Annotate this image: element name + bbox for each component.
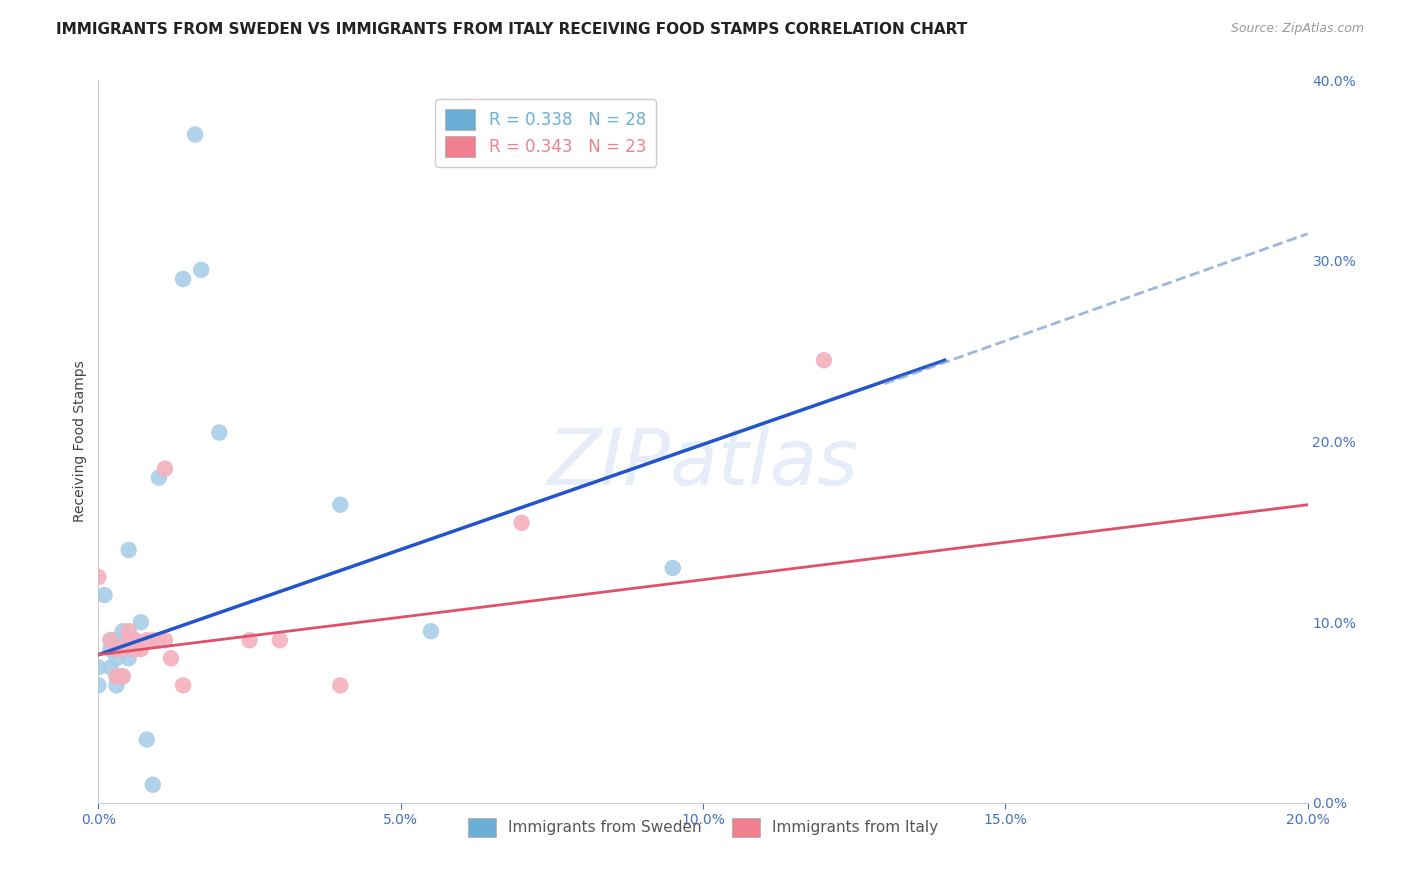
Point	[111, 669, 134, 683]
Point	[510, 516, 533, 530]
Point	[329, 498, 352, 512]
Point	[111, 624, 134, 639]
Point	[135, 633, 157, 648]
Text: ZIPatlas: ZIPatlas	[547, 425, 859, 501]
Point	[87, 570, 110, 584]
Point	[129, 615, 152, 630]
Point	[87, 678, 110, 692]
Point	[420, 624, 443, 639]
Point	[118, 633, 141, 648]
Point	[124, 633, 146, 648]
Point	[208, 425, 231, 440]
Point	[105, 651, 128, 665]
Point	[239, 633, 262, 648]
Legend: Immigrants from Sweden, Immigrants from Italy: Immigrants from Sweden, Immigrants from …	[458, 809, 948, 846]
Point	[153, 461, 176, 475]
Point	[148, 471, 170, 485]
Point	[105, 633, 128, 648]
Point	[813, 353, 835, 368]
Point	[160, 651, 183, 665]
Point	[105, 669, 128, 683]
Point	[118, 633, 141, 648]
Point	[93, 588, 115, 602]
Point	[124, 642, 146, 657]
Point	[148, 633, 170, 648]
Y-axis label: Receiving Food Stamps: Receiving Food Stamps	[73, 360, 87, 523]
Point	[172, 272, 194, 286]
Point	[100, 660, 122, 674]
Point	[100, 642, 122, 657]
Point	[111, 669, 134, 683]
Point	[184, 128, 207, 142]
Point	[118, 624, 141, 639]
Text: IMMIGRANTS FROM SWEDEN VS IMMIGRANTS FROM ITALY RECEIVING FOOD STAMPS CORRELATIO: IMMIGRANTS FROM SWEDEN VS IMMIGRANTS FRO…	[56, 22, 967, 37]
Point	[172, 678, 194, 692]
Point	[87, 660, 110, 674]
Point	[269, 633, 291, 648]
Point	[329, 678, 352, 692]
Point	[100, 633, 122, 648]
Point	[124, 633, 146, 648]
Point	[105, 669, 128, 683]
Text: Source: ZipAtlas.com: Source: ZipAtlas.com	[1230, 22, 1364, 36]
Point	[135, 732, 157, 747]
Point	[153, 633, 176, 648]
Point	[142, 633, 165, 648]
Point	[661, 561, 683, 575]
Point	[105, 678, 128, 692]
Point	[105, 642, 128, 657]
Point	[129, 642, 152, 657]
Point	[142, 778, 165, 792]
Point	[118, 651, 141, 665]
Point	[111, 633, 134, 648]
Point	[100, 633, 122, 648]
Point	[111, 642, 134, 657]
Point	[118, 542, 141, 557]
Point	[190, 263, 212, 277]
